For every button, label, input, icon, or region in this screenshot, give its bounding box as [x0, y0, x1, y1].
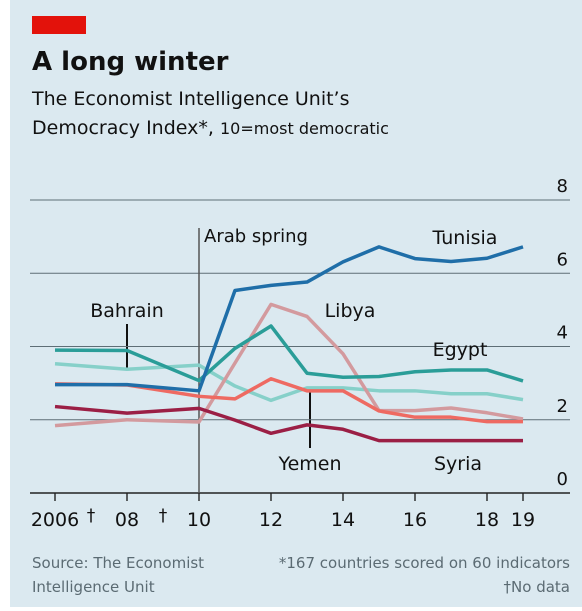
x-tick-label: 08: [115, 509, 139, 531]
source: Source: The Economist: [32, 554, 204, 572]
series-label: Libya: [325, 300, 376, 322]
x-tick-label: 2006: [31, 509, 79, 531]
series-label: Tunisia: [432, 227, 498, 249]
source: Intelligence Unit: [32, 578, 155, 596]
series-label: Syria: [434, 453, 482, 475]
subtitle-part: Democracy Index*,: [32, 117, 214, 139]
y-tick-label: 8: [557, 176, 568, 197]
x-tick-label: 14: [331, 509, 355, 531]
y-tick-label: 2: [557, 396, 568, 417]
x-tick-label: 18: [475, 509, 499, 531]
series-label: Egypt: [433, 339, 488, 361]
chart-title: A long winter: [32, 47, 229, 77]
no-data-mark: †: [159, 506, 168, 526]
annotation-label: Arab spring: [204, 226, 308, 247]
x-tick-label: 10: [187, 509, 211, 531]
footnote: †No data: [504, 578, 570, 596]
series-line: [54, 324, 524, 383]
background: [10, 0, 582, 607]
series-line: [55, 245, 524, 393]
series-label: Yemen: [277, 453, 341, 475]
subtitle-part: 10=most democratic: [220, 119, 389, 138]
y-tick-label: 0: [557, 469, 568, 490]
y-tick-label: 6: [557, 249, 568, 270]
x-tick-label: 16: [403, 509, 427, 531]
footnote: *167 countries scored on 60 indicators: [279, 554, 570, 572]
x-tick-label: 12: [259, 509, 283, 531]
series-line: [54, 376, 523, 424]
series-line: [54, 404, 523, 443]
red-tag: [32, 16, 86, 34]
series-line: [54, 302, 524, 428]
y-tick-label: 4: [557, 323, 568, 344]
series-label: Bahrain: [90, 300, 164, 322]
x-tick-label: 19: [511, 509, 535, 531]
no-data-mark: †: [87, 506, 96, 526]
series-line: [54, 361, 524, 403]
subtitle: Democracy Index*, 10=most democratic: [32, 117, 389, 139]
subtitle: The Economist Intelligence Unit’s: [31, 88, 350, 110]
